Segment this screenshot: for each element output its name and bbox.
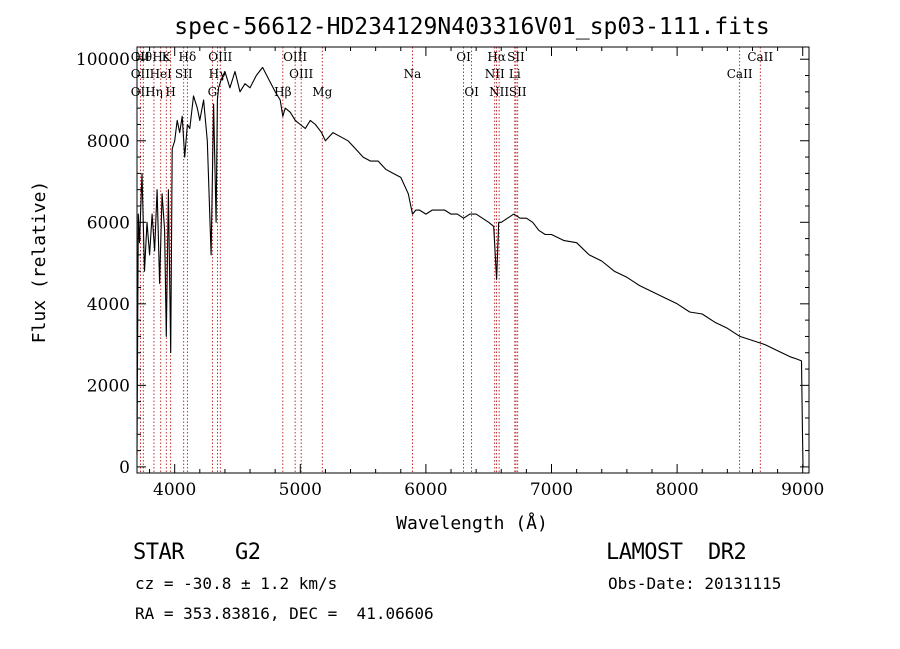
y-axis-label: Flux (relative) — [29, 181, 50, 344]
spectral-line-label: CaII — [727, 67, 753, 81]
spectral-line-label: OI — [464, 85, 479, 99]
spectral-line-label: Hδ — [179, 50, 197, 64]
y-tick-label: 0 — [119, 458, 130, 478]
y-tick-label: 6000 — [87, 213, 130, 233]
y-tick-label: 2000 — [87, 376, 130, 396]
x-tick-label: 8000 — [655, 480, 698, 500]
plot-frame — [136, 46, 810, 474]
spectral-line-label: CaII — [747, 50, 773, 64]
spectral-line-label: Na — [404, 67, 422, 81]
spectral-line-label: OII — [131, 67, 151, 81]
y-tick-label: 10000 — [76, 50, 130, 70]
spectral-line-label: K — [162, 50, 172, 64]
spectral-line-label: NII — [485, 67, 505, 81]
spectral-line-label: H — [165, 85, 175, 99]
object-class: STAR G2 — [133, 540, 261, 565]
observation-date: Obs-Date: 20131115 — [608, 574, 782, 593]
spectral-line-label: G — [208, 85, 218, 99]
line-marker-layer — [139, 47, 761, 473]
x-tick-label: 9000 — [781, 480, 824, 500]
spectral-line-label: Hα — [487, 50, 506, 64]
x-axis-label: Wavelength (Å) — [396, 512, 548, 534]
spectrum-line — [136, 66, 804, 468]
spectral-line-label: SII — [509, 85, 527, 99]
spectral-line-label: OI — [456, 50, 471, 64]
spectral-line-label: HeI — [150, 67, 173, 81]
coordinates: RA = 353.83816, DEC = 41.06606 — [135, 604, 434, 623]
spectral-line-label: Hε — [152, 50, 169, 64]
x-tick-label: 4000 — [153, 480, 196, 500]
spectral-line-label: SII — [507, 50, 525, 64]
spectrum-layer — [136, 66, 804, 468]
spectral-line-label: OIII — [283, 50, 307, 64]
spectral-line-label: NII — [489, 85, 509, 99]
spectral-line-label: SII — [175, 67, 193, 81]
spectral-line-label: Mg — [312, 85, 332, 99]
spectral-line-label: Hθ — [134, 50, 152, 64]
chart-title: spec-56612-HD234129N403316V01_sp03-111.f… — [174, 14, 769, 40]
spectral-line-label: Hγ — [209, 67, 227, 81]
x-tick-label: 5000 — [279, 480, 322, 500]
spectral-line-label: OII — [131, 85, 151, 99]
survey-name: LAMOST DR2 — [606, 540, 747, 565]
spectral-line-label: OII — [131, 50, 151, 64]
y-tick-label: 8000 — [87, 132, 130, 152]
x-tick-label: 7000 — [530, 480, 573, 500]
y-tick-label: 4000 — [87, 295, 130, 315]
spectral-line-label: Hβ — [274, 85, 291, 99]
spectral-line-label: Hη — [145, 85, 163, 99]
spectral-line-label: OIII — [289, 67, 313, 81]
spectral-line-label: Li — [509, 67, 521, 81]
x-tick-label: 6000 — [404, 480, 447, 500]
axis-tick-layer: 4000 5000 6000 7000 8000 9000 0 2000 4000 6000 800… — [76, 47, 824, 500]
redshift-velocity: cz = -30.8 ± 1.2 km/s — [135, 574, 338, 593]
spectral-line-label: OIII — [208, 50, 232, 64]
